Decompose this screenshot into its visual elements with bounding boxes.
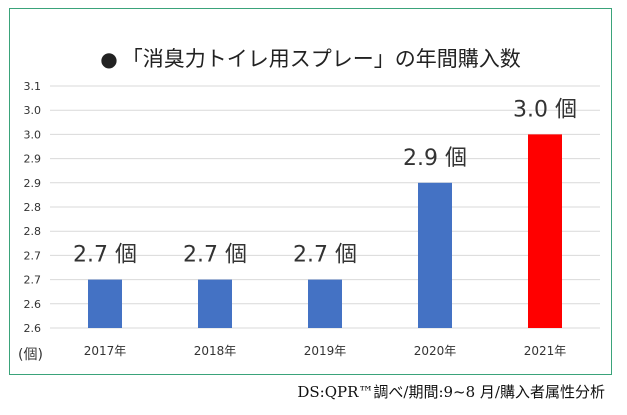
y-tick-label: 2.9 bbox=[24, 153, 42, 166]
bar-2018年 bbox=[198, 279, 232, 328]
data-label: 3.0 個 bbox=[513, 97, 577, 122]
title-bullet-icon: ● bbox=[100, 47, 118, 71]
y-tick-label: 2.6 bbox=[24, 322, 42, 335]
bar-2017年 bbox=[88, 279, 122, 328]
bar-2021年 bbox=[528, 134, 562, 328]
title-text: 「消臭力トイレ用スプレー」の年間購入数 bbox=[121, 47, 521, 71]
x-tick-label: 2018年 bbox=[194, 344, 237, 358]
y-tick-label: 2.9 bbox=[24, 177, 42, 190]
grid bbox=[50, 85, 600, 329]
bars bbox=[88, 134, 562, 328]
data-label: 2.9 個 bbox=[403, 146, 467, 171]
x-tick-label: 2017年 bbox=[84, 344, 127, 358]
x-axis-ticks: 2017年 2018年 2019年 2020年 2021年 bbox=[84, 344, 567, 358]
data-label: 2.7 個 bbox=[293, 243, 357, 268]
x-tick-label: 2019年 bbox=[304, 344, 347, 358]
data-labels: 2.7 個 2.7 個 2.7 個 2.9 個 3.0 個 bbox=[73, 97, 577, 267]
y-tick-label: 3.0 bbox=[24, 104, 42, 117]
y-tick-label: 3.1 bbox=[24, 80, 42, 93]
x-tick-label: 2020年 bbox=[414, 344, 457, 358]
y-tick-label: 2.8 bbox=[24, 225, 42, 238]
y-tick-label: 2.8 bbox=[24, 201, 42, 214]
y-tick-label: 2.7 bbox=[24, 274, 42, 287]
x-tick-label: 2021年 bbox=[524, 344, 567, 358]
y-tick-label: 3.0 bbox=[24, 128, 42, 141]
source-note: DS:QPR™調べ/期間:9~8 月/購入者属性分析 bbox=[297, 383, 605, 401]
bar-2020年 bbox=[418, 182, 452, 328]
y-tick-label: 2.6 bbox=[24, 298, 42, 311]
data-label: 2.7 個 bbox=[73, 243, 137, 268]
y-tick-label: 2.7 bbox=[24, 249, 42, 262]
y-axis-ticks: 2.6 2.6 2.7 2.7 2.8 2.8 2.9 2.9 3.0 3.0 3.1 bbox=[24, 80, 42, 335]
y-axis-unit-label: (個) bbox=[18, 347, 43, 363]
chart-title: ● 「消臭力トイレ用スプレー」の年間購入数 bbox=[10, 43, 611, 73]
bar-2019年 bbox=[308, 279, 342, 328]
data-label: 2.7 個 bbox=[183, 243, 247, 268]
